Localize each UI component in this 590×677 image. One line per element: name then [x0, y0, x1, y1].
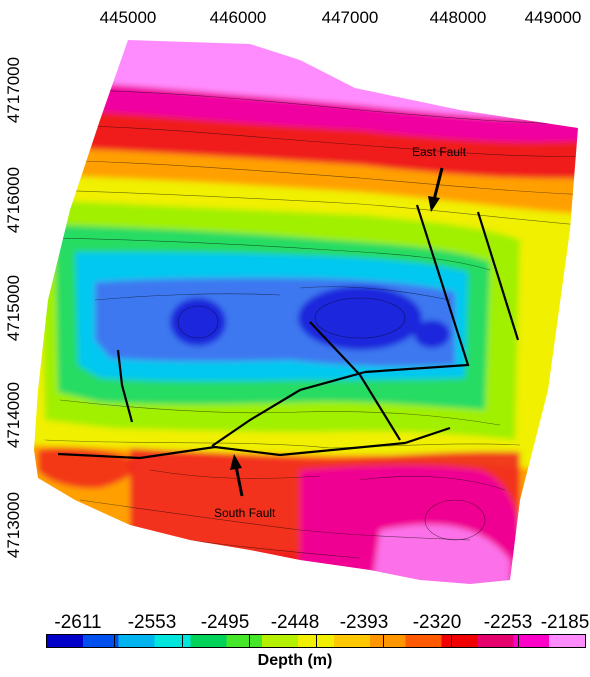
x-tick-label: 447000	[321, 8, 379, 27]
south-fault-line	[57, 426, 451, 460]
colorbar-tick-label: -2393	[339, 612, 389, 633]
colorbar-tick-label: -2495	[200, 612, 250, 633]
colorbar-tick	[383, 635, 385, 647]
colorbar-tick	[114, 635, 116, 647]
east-fault-label: East Fault	[412, 145, 467, 159]
colorbar-tick-label: -2611	[54, 612, 102, 633]
colorbar-tick-label: -2320	[412, 612, 462, 633]
contour-lines	[44, 89, 578, 559]
colorbar-tick	[181, 635, 183, 647]
colorbar-title: Depth (m)	[257, 652, 333, 669]
colorbar-tick	[316, 635, 317, 647]
south-fault-label: South Fault	[214, 506, 276, 520]
south-fault-arrow-icon	[230, 454, 244, 497]
colorbar-tick-label: -2448	[270, 612, 320, 633]
x-tick-label: 448000	[429, 8, 487, 27]
cross-fault-line	[211, 370, 366, 447]
east-fault-line	[364, 204, 470, 374]
west-fault-line	[116, 349, 134, 423]
east-fault-branch	[476, 211, 520, 341]
x-tick-label: 445000	[99, 8, 157, 27]
colorbar-tick-label: -2253	[483, 612, 533, 633]
colorbar	[46, 634, 586, 648]
x-tick-label: 446000	[209, 8, 267, 27]
colorbar-tick-label: -2553	[127, 612, 177, 633]
east-fault-arrow-icon	[428, 167, 444, 212]
diagonal-fault-line	[309, 321, 401, 441]
colorbar-tick	[517, 635, 519, 647]
colorbar-tick	[248, 635, 250, 647]
fault-lines	[57, 204, 520, 460]
x-tick-label: 449000	[524, 8, 582, 27]
colorbar-tick-label: -2185	[540, 612, 590, 633]
colorbar-tick	[450, 635, 452, 647]
